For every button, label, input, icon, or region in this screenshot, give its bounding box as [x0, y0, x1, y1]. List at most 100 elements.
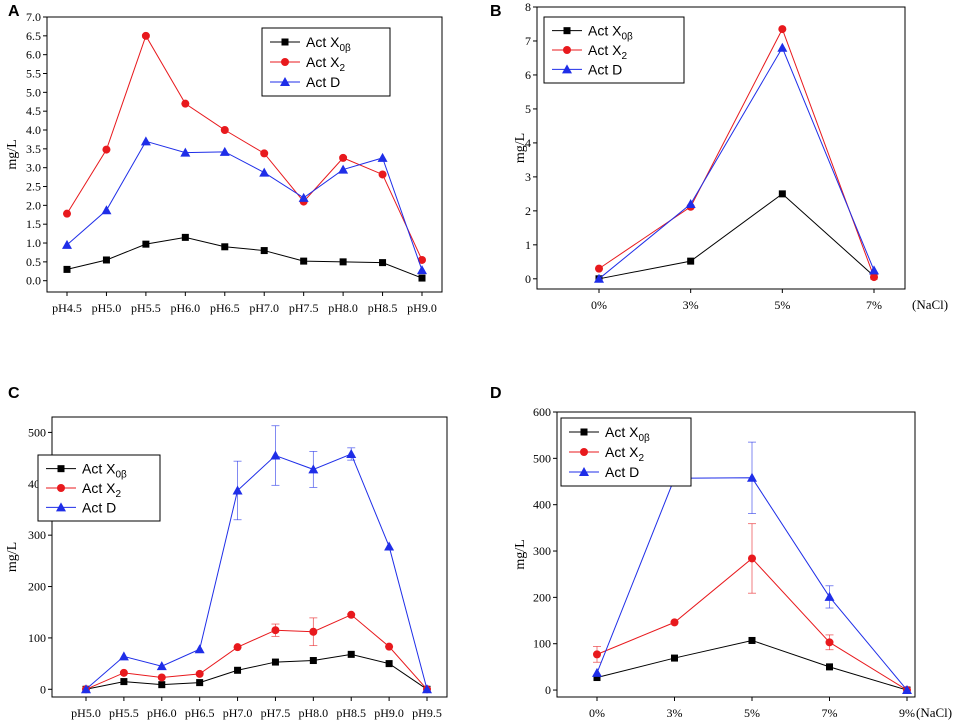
- panel-letter: C: [8, 385, 20, 402]
- x-tick-label: pH7.5: [261, 706, 291, 720]
- x-tick-label: pH5.0: [71, 706, 101, 720]
- y-tick-label: 4.5: [26, 104, 41, 118]
- data-point: [595, 264, 603, 273]
- y-tick-label: 0: [40, 682, 46, 696]
- legend-entry: Act D: [270, 74, 340, 90]
- legend-label-subscript: 2: [339, 63, 345, 74]
- data-point: [347, 610, 356, 619]
- x-tick-label: 7%: [822, 706, 838, 720]
- data-point: [219, 146, 230, 156]
- y-tick-label: 1: [525, 238, 531, 252]
- x-tick-label: 3%: [683, 298, 699, 312]
- data-point: [298, 192, 309, 202]
- y-tick-label: 6.0: [26, 48, 41, 62]
- panel-letter: B: [490, 3, 502, 20]
- series-line: [85, 614, 428, 690]
- plot-frame: [536, 6, 906, 290]
- series-line: [66, 236, 423, 279]
- data-point: [339, 153, 348, 162]
- x-tick-label: pH5.0: [92, 301, 122, 315]
- data-point: [118, 651, 129, 661]
- series-line: [66, 140, 423, 271]
- legend-marker: [563, 46, 571, 54]
- data-point: [347, 650, 355, 658]
- data-point: [300, 257, 308, 265]
- panel-letter: A: [8, 3, 20, 20]
- y-tick-label: 7: [525, 34, 531, 48]
- data-point: [418, 274, 426, 282]
- series-1: [82, 610, 431, 694]
- x-tick-label: pH7.5: [289, 301, 319, 315]
- legend-label-subscript: 0β: [638, 433, 650, 444]
- x-tick-label: pH8.0: [298, 706, 328, 720]
- series-line: [598, 27, 875, 278]
- x-tick-label: pH9.0: [374, 706, 404, 720]
- y-tick-label: 500: [28, 425, 46, 439]
- legend-marker: [281, 38, 289, 46]
- y-tick-label: 2.0: [26, 198, 41, 212]
- data-point: [158, 681, 166, 689]
- data-point: [869, 265, 879, 275]
- legend-marker: [280, 77, 290, 86]
- legend-label: Act X2: [605, 444, 644, 464]
- data-point: [670, 618, 679, 627]
- data-point: [593, 650, 601, 659]
- plot-frame: [51, 416, 448, 698]
- x-tick-label: pH8.5: [368, 301, 398, 315]
- y-tick-label: 0.0: [26, 274, 41, 288]
- legend-marker: [57, 465, 65, 473]
- x-tick-label: 5%: [774, 298, 790, 312]
- series-0: [82, 650, 431, 693]
- y-tick-label: 5: [525, 102, 531, 116]
- x-tick-label: pH4.5: [52, 301, 82, 315]
- data-point: [120, 678, 128, 686]
- legend-label: Act D: [82, 499, 116, 515]
- y-tick-label: 100: [533, 637, 551, 651]
- legend-label-subscript: 2: [115, 489, 121, 500]
- plot-frame: [556, 411, 916, 698]
- legend-marker: [579, 467, 589, 476]
- data-point: [379, 259, 387, 267]
- data-point: [377, 152, 388, 162]
- x-tick-label: 0%: [589, 706, 605, 720]
- x-tick-label: 7%: [866, 298, 882, 312]
- x-tick-label: 3%: [667, 706, 683, 720]
- legend-label-subscript: 2: [638, 453, 644, 464]
- data-point: [271, 658, 279, 666]
- data-point: [233, 643, 242, 652]
- legend-marker: [580, 428, 588, 436]
- y-tick-label: 1.0: [26, 236, 41, 250]
- y-tick-label: 100: [28, 631, 46, 645]
- data-point: [687, 257, 695, 265]
- legend-marker: [562, 64, 572, 74]
- legend-label: Act D: [306, 74, 340, 90]
- x-tick-label: pH5.5: [109, 706, 139, 720]
- legend-entry: Act X2: [46, 480, 121, 500]
- data-point: [62, 239, 72, 249]
- data-point: [825, 638, 834, 647]
- x-tick-label: pH9.0: [407, 301, 437, 315]
- data-point: [594, 273, 604, 283]
- data-point: [156, 661, 167, 671]
- data-point: [824, 591, 835, 601]
- data-point: [157, 673, 166, 682]
- series-line: [598, 46, 875, 280]
- series-line: [598, 193, 875, 280]
- series-line: [66, 34, 423, 261]
- x-axis-extra-label: (NaCl): [912, 297, 948, 312]
- legend-label: Act X2: [82, 480, 121, 500]
- data-point: [870, 273, 878, 282]
- y-tick-label: 6.5: [26, 29, 41, 43]
- legend-label-subscript: 0β: [621, 32, 633, 43]
- x-tick-label: pH8.0: [328, 301, 358, 315]
- data-point: [101, 205, 112, 215]
- data-point: [418, 255, 426, 264]
- panel-d: D 0 100 200 300 400 500 600 0% 3% 5% 7% 9% (NaCl) mg/L…: [490, 385, 952, 720]
- data-point: [63, 265, 71, 273]
- y-tick-label: 7.0: [26, 10, 41, 24]
- data-point: [260, 247, 268, 255]
- y-axis-label: mg/L: [5, 542, 20, 572]
